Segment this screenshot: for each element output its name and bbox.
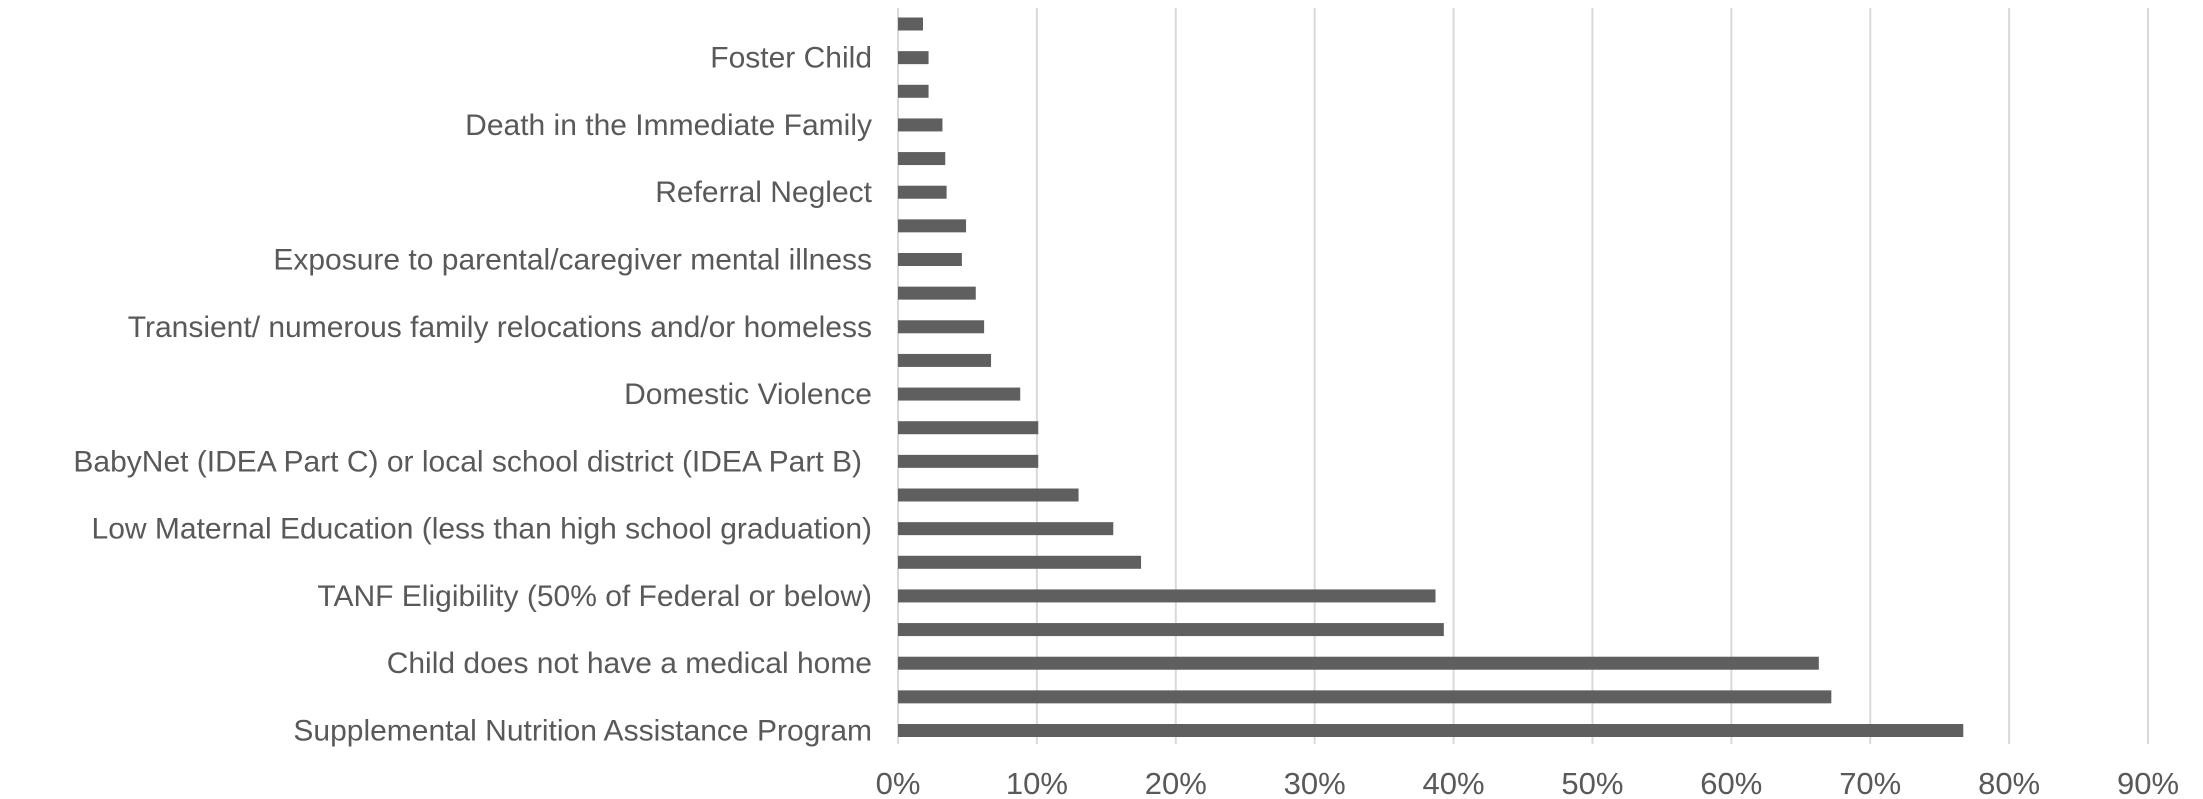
bar [898,623,1444,637]
x-tick-label: 0% [876,766,921,799]
category-label: BabyNet (IDEA Part C) or local school di… [73,445,862,478]
bar [898,320,985,334]
category-labels: Supplemental Nutrition Assistance Progra… [73,42,872,748]
bar [898,555,1142,569]
x-tick-label: 40% [1423,766,1485,799]
x-tick-label: 90% [2117,766,2179,799]
bar [898,253,962,266]
category-label: TANF Eligibility (50% of Federal or belo… [317,580,872,613]
category-label: Supplemental Nutrition Assistance Progra… [293,715,872,748]
bar [898,421,1039,435]
bar [898,51,929,65]
category-label: Domestic Violence [624,378,872,411]
x-tick-label: 50% [1561,766,1623,799]
bars [898,17,1964,737]
category-label: Exposure to parental/caregiver mental il… [273,244,872,277]
category-label: Foster Child [710,42,872,75]
bar [898,185,947,199]
bar [898,219,967,233]
x-tick-label: 20% [1145,766,1207,799]
category-label: Child does not have a medical home [387,647,872,680]
x-tick-label: 60% [1700,766,1762,799]
gridlines [897,8,2149,744]
category-label: Low Maternal Education (less than high s… [92,513,872,546]
category-label: Transient/ numerous family relocations a… [128,311,872,344]
category-label: Death in the Immediate Family [465,109,872,142]
bar [898,522,1114,536]
bar [898,488,1079,502]
bar [898,118,943,132]
x-tick-label: 80% [1978,766,2040,799]
bar [898,454,1039,468]
bar [898,353,992,367]
bar [898,84,929,98]
bar [898,286,976,300]
bar [898,724,1964,737]
bar [898,152,946,166]
x-tick-label: 70% [1839,766,1901,799]
x-tick-label: 10% [1006,766,1068,799]
x-tick-label: 30% [1284,766,1346,799]
bar [898,17,923,31]
bar [898,589,1436,603]
bar [898,690,1832,704]
category-label: Referral Neglect [655,176,872,209]
bar [898,387,1021,401]
bar [898,656,1819,670]
x-tick-labels: 0% 10% 20% 30% 40% 50% 60% 70% 80% 90% [876,766,2179,799]
